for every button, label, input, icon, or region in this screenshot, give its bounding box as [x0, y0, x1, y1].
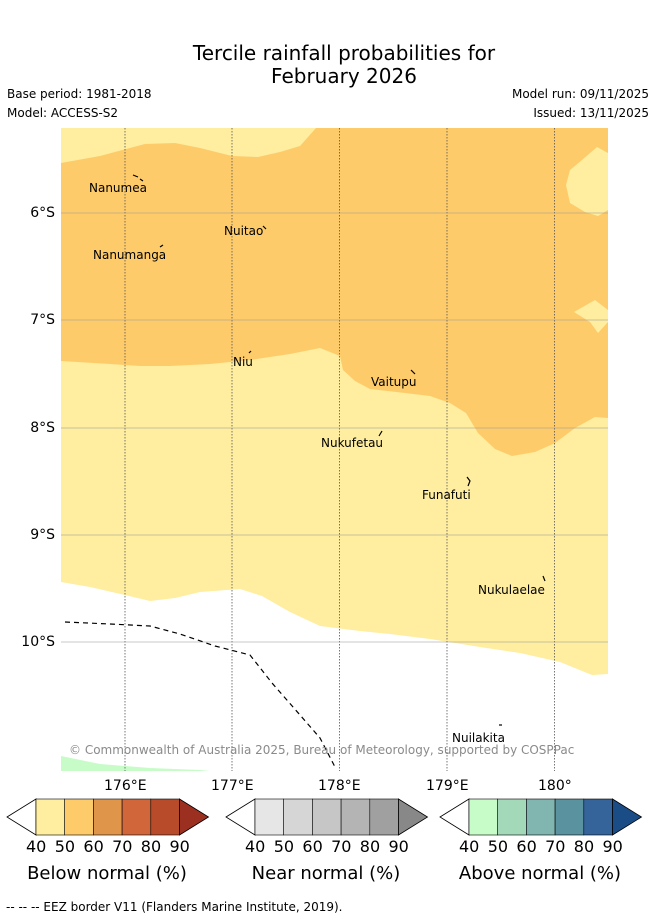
- colorbar-min-extension: [6, 798, 37, 836]
- colorbar-tick-label: 60: [83, 837, 104, 856]
- colorbar-max-extension: [612, 798, 643, 836]
- place-label-nukulaelae: Nukulaelae: [478, 583, 545, 597]
- place-label-nuilakita: Nuilakita: [452, 731, 505, 745]
- region-above-40-50: [61, 756, 210, 771]
- place-label-niu: Niu: [233, 355, 253, 369]
- colorbar-above-normal: [439, 798, 643, 836]
- colorbar-tick-label: 40: [459, 837, 480, 856]
- island-outlines: [132, 174, 546, 726]
- colorbar-max-extension: [398, 798, 429, 836]
- colorbar-tick-label: 40: [245, 837, 266, 856]
- colorbar-swatch: [283, 798, 313, 836]
- colorbar-tick-label: 90: [388, 837, 409, 856]
- lon-label-179e: 179°E: [426, 778, 469, 794]
- colorbar-tick-label: 70: [112, 837, 133, 856]
- place-label-nanumea: Nanumea: [89, 181, 147, 195]
- colorbar-swatch: [554, 798, 585, 836]
- region-below-40-50-east-small: [574, 300, 608, 333]
- colorbar-tick-label: 70: [545, 837, 566, 856]
- colorbar-swatch: [64, 798, 94, 836]
- base-period: Base period: 1981-2018: [7, 87, 152, 101]
- place-label-vaitupu: Vaitupu: [371, 375, 417, 389]
- lat-label-8s: 8°S: [30, 420, 55, 436]
- colorbar-swatch: [497, 798, 527, 836]
- colorbar-tick-label: 80: [573, 837, 595, 856]
- lon-label-177e: 177°E: [211, 778, 254, 794]
- place-label-nuitao: Nuitao: [224, 224, 264, 238]
- colorbar-near-normal: [225, 798, 429, 836]
- colorbar-swatch: [468, 798, 499, 836]
- copyright-notice: © Commonwealth of Australia 2025, Bureau…: [69, 743, 575, 757]
- issued-date: Issued: 13/11/2025: [533, 106, 649, 120]
- colorbar-tick-label: 60: [302, 837, 323, 856]
- region-below-40-50-east: [566, 147, 608, 216]
- region-below-50-60: [61, 128, 608, 456]
- place-label-nukufetau: Nukufetau: [321, 436, 384, 450]
- lat-label-10s: 10°S: [21, 634, 55, 650]
- colorbar-swatch: [526, 798, 556, 836]
- lat-label-6s: 6°S: [30, 205, 55, 221]
- colorbar-swatch: [121, 798, 152, 836]
- colorbar-max-extension: [179, 798, 210, 836]
- colorbar-tick-label: 40: [26, 837, 47, 856]
- colorbars: [6, 798, 643, 836]
- colorbar-min-extension: [439, 798, 470, 836]
- eez-legend-note: -- -- -- EEZ border V11 (Flanders Marine…: [6, 900, 343, 914]
- model-name: Model: ACCESS-S2: [7, 106, 119, 120]
- colorbar-swatch: [35, 798, 66, 836]
- colorbar-swatch: [340, 798, 371, 836]
- longitude-gridlines: [124, 128, 555, 771]
- place-label-nanumanga: Nanumanga: [93, 248, 167, 262]
- colorbar-swatch: [312, 798, 342, 836]
- eez-border: [64, 621, 336, 768]
- colorbar-label-below: Below normal (%): [27, 863, 187, 884]
- lon-label-176e: 176°E: [104, 778, 147, 794]
- lon-label-178e: 178°E: [318, 778, 361, 794]
- colorbar-tick-label: 80: [359, 837, 381, 856]
- colorbar-tick-label: 50: [487, 837, 509, 856]
- place-label-funafuti: Funafuti: [422, 488, 471, 502]
- colorbar-tick-label: 50: [54, 837, 76, 856]
- colorbar-tick-label: 90: [602, 837, 623, 856]
- colorbar-tick-label: 50: [273, 837, 295, 856]
- colorbar-below-normal: [6, 798, 210, 836]
- lon-label-180: 180°: [538, 778, 572, 794]
- map-title-line1: Tercile rainfall probabilities for: [192, 41, 496, 65]
- colorbar-min-extension: [225, 798, 256, 836]
- colorbar-swatch: [93, 798, 123, 836]
- colorbar-label-near: Near normal (%): [251, 863, 401, 884]
- colorbar-tick-label: 90: [169, 837, 190, 856]
- colorbar-swatch: [583, 798, 613, 836]
- lat-label-7s: 7°S: [30, 312, 55, 328]
- colorbar-tick-label: 60: [516, 837, 537, 856]
- colorbar-label-above: Above normal (%): [458, 863, 622, 884]
- lat-label-9s: 9°S: [30, 527, 55, 543]
- latitude-gridlines: [61, 212, 608, 643]
- colorbar-tick-label: 80: [140, 837, 162, 856]
- map-title-line2: February 2026: [271, 64, 417, 88]
- colorbar-swatch: [150, 798, 180, 836]
- colorbar-swatch: [369, 798, 399, 836]
- colorbar-swatch: [254, 798, 285, 836]
- colorbar-tick-label: 70: [331, 837, 352, 856]
- model-run: Model run: 09/11/2025: [511, 87, 649, 101]
